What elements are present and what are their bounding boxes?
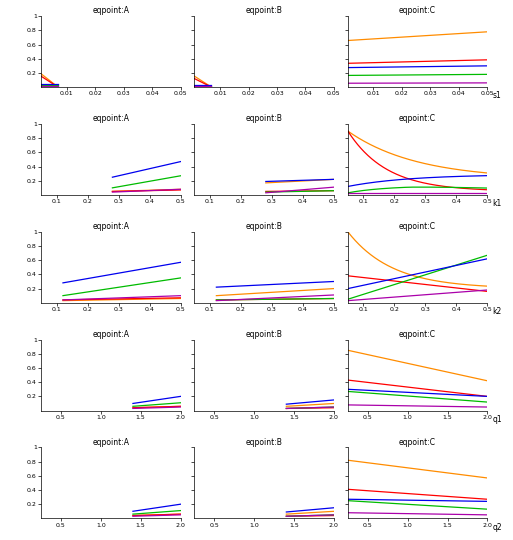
Title: eqpoint:B: eqpoint:B bbox=[246, 114, 283, 123]
Title: eqpoint:C: eqpoint:C bbox=[399, 6, 436, 16]
Title: eqpoint:B: eqpoint:B bbox=[246, 222, 283, 231]
Title: eqpoint:B: eqpoint:B bbox=[246, 6, 283, 16]
X-axis label: q1: q1 bbox=[492, 415, 502, 424]
Title: eqpoint:C: eqpoint:C bbox=[399, 222, 436, 231]
Title: eqpoint:A: eqpoint:A bbox=[92, 6, 129, 16]
Title: eqpoint:A: eqpoint:A bbox=[92, 114, 129, 123]
X-axis label: q2: q2 bbox=[492, 523, 502, 532]
Title: eqpoint:C: eqpoint:C bbox=[399, 330, 436, 339]
X-axis label: k2: k2 bbox=[492, 307, 502, 316]
Title: eqpoint:B: eqpoint:B bbox=[246, 438, 283, 447]
X-axis label: s1: s1 bbox=[493, 91, 502, 100]
Title: eqpoint:C: eqpoint:C bbox=[399, 114, 436, 123]
Title: eqpoint:A: eqpoint:A bbox=[92, 438, 129, 447]
X-axis label: k1: k1 bbox=[492, 199, 502, 208]
Title: eqpoint:A: eqpoint:A bbox=[92, 222, 129, 231]
Title: eqpoint:B: eqpoint:B bbox=[246, 330, 283, 339]
Title: eqpoint:C: eqpoint:C bbox=[399, 438, 436, 447]
Title: eqpoint:A: eqpoint:A bbox=[92, 330, 129, 339]
